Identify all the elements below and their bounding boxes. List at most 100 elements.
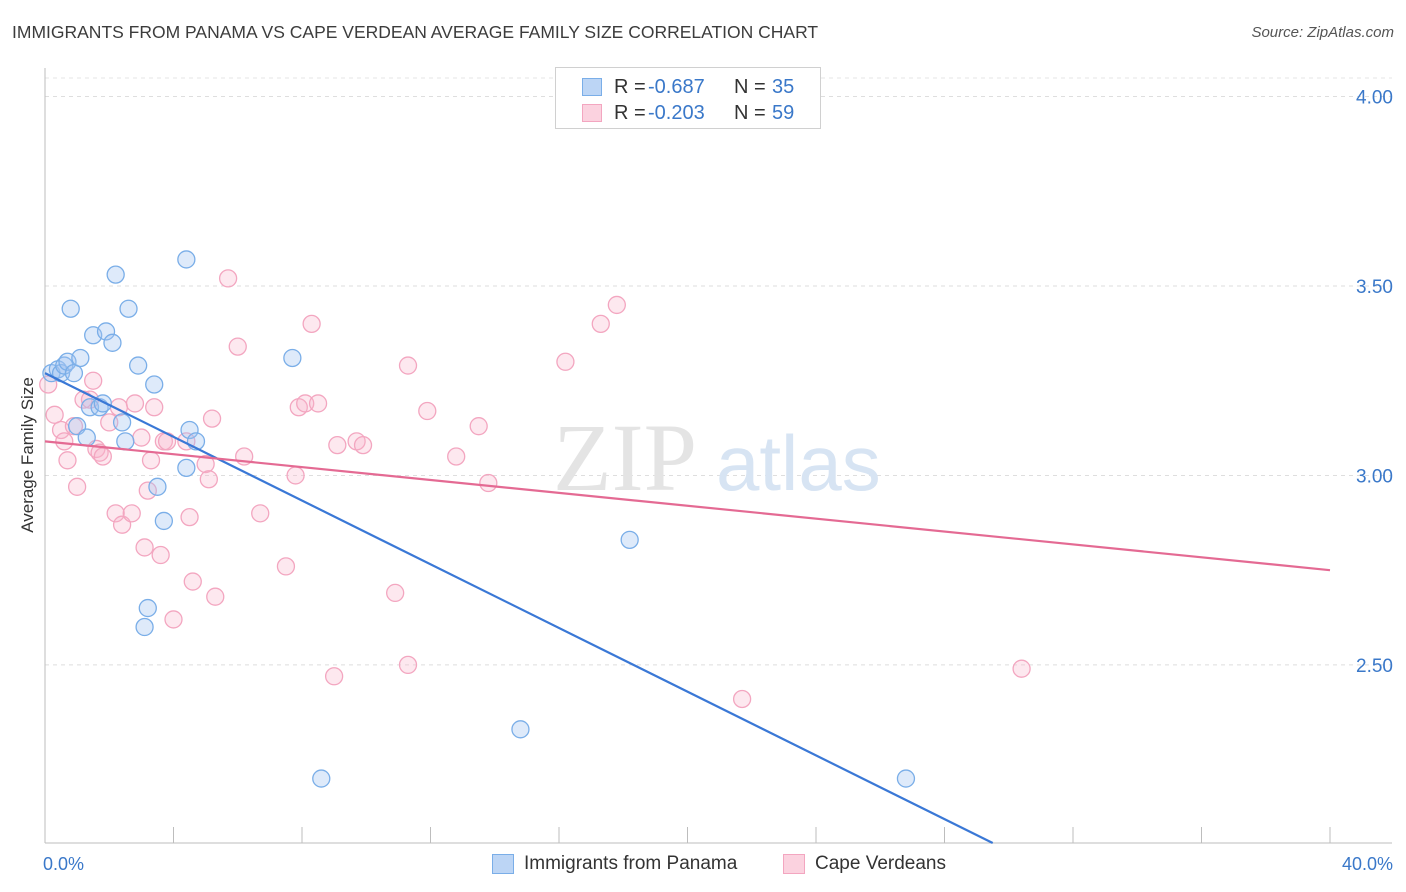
- panama-point: [106, 265, 125, 284]
- panama-legend-swatch: [492, 854, 514, 874]
- cape-verdean-point: [296, 394, 315, 413]
- cape-verdean-point: [607, 295, 626, 315]
- panama-point: [61, 299, 80, 318]
- tick-labels: 2.50 3.00 3.50 4.00 0.0% 40.0%: [43, 88, 1393, 874]
- cape-verdean-point: [125, 394, 145, 413]
- y-axis-label: Average Family Size: [18, 377, 37, 533]
- cape-verdean-point: [228, 337, 247, 356]
- cape-verdean-point: [218, 269, 238, 288]
- cape-verdean-point: [447, 447, 466, 466]
- cape-verdean-point: [84, 371, 103, 390]
- panama-point: [154, 511, 174, 531]
- cape-verdean-point: [418, 401, 437, 421]
- panama-point: [148, 477, 167, 496]
- cape-verdeans-swatch: [582, 104, 602, 122]
- cape-verdean-point: [122, 504, 141, 523]
- watermark-atlas: atlas: [716, 419, 881, 507]
- cape-verdean-trend-line: [44, 440, 1331, 572]
- cape-verdean-point: [591, 314, 610, 334]
- cape-verdean-point: [164, 610, 183, 629]
- cape-verdean-point: [141, 451, 161, 470]
- cape-verdean-point: [328, 435, 347, 455]
- source-label: Source: ZipAtlas.com: [1251, 24, 1394, 41]
- cape-verdean-point: [398, 655, 418, 675]
- panama-point: [129, 356, 148, 375]
- cape-verdean-point: [276, 557, 296, 576]
- panama-point: [112, 413, 132, 432]
- y-tick-label: 3.00: [1356, 466, 1393, 487]
- legend-row-panama: R = -0.687 N = 35: [556, 74, 820, 100]
- panama-point: [312, 769, 331, 788]
- cape-verdean-point: [180, 507, 199, 527]
- panama-point: [283, 348, 302, 368]
- panama-point: [620, 530, 639, 550]
- chart-title: IMMIGRANTS FROM PANAMA VS CAPE VERDEAN A…: [12, 22, 819, 42]
- panama-legend-label: Immigrants from Panama: [524, 853, 738, 874]
- cape-verdean-point: [39, 375, 58, 394]
- watermark: ZIP atlas: [553, 404, 881, 511]
- cape-verdean-point: [556, 352, 575, 371]
- panama-point: [138, 598, 157, 618]
- x-tick-label: 40.0%: [1342, 854, 1393, 874]
- cape-verdean-point: [302, 314, 321, 334]
- cape-verdean-point: [732, 689, 752, 709]
- legend-n-value: 35: [772, 76, 795, 98]
- panama-point: [119, 299, 138, 318]
- panama-point: [896, 769, 916, 788]
- cape-verdean-point: [132, 428, 151, 447]
- series-panama: [42, 250, 916, 788]
- x-tick-label: 0.0%: [43, 854, 84, 874]
- cape-verdean-point: [324, 667, 344, 686]
- legend-row-cape-verdeans: R = -0.203 N = 59: [556, 100, 820, 126]
- cape-verdean-point: [151, 545, 170, 565]
- watermark-zip: ZIP: [553, 404, 697, 511]
- cape-verdean-point: [206, 587, 225, 606]
- series-legend: Immigrants from Panama Cape Verdeans: [0, 851, 1406, 879]
- cape-verdean-point: [469, 417, 488, 436]
- panama-point: [71, 348, 90, 368]
- cape-verdean-point: [398, 356, 418, 375]
- legend-r-value: -0.203: [648, 102, 705, 124]
- cape-verdean-point: [183, 572, 202, 591]
- panama-point: [64, 363, 84, 383]
- cape-verdean-point: [55, 432, 74, 451]
- cape-verdean-point: [479, 473, 498, 493]
- panama-point: [177, 250, 196, 269]
- panama-point: [77, 428, 96, 447]
- cape-verdean-point: [58, 451, 77, 470]
- cape-verdean-point: [286, 466, 305, 485]
- cape-verdean-point: [386, 583, 405, 603]
- legend-r-value: -0.687: [648, 76, 705, 98]
- trend-lines: [44, 372, 1331, 844]
- legend-n-label: N =: [734, 102, 766, 124]
- cape-verdean-point: [45, 405, 64, 424]
- cape-verdean-point: [67, 477, 87, 496]
- cape-verdean-point: [100, 413, 119, 432]
- cape-verdean-point: [308, 394, 328, 413]
- cape-verdean-point: [145, 398, 164, 417]
- cape-verdean-point: [199, 470, 218, 489]
- panama-point: [96, 322, 116, 341]
- cape-verdean-point: [251, 504, 270, 523]
- cape-verdeans-legend-swatch: [783, 854, 805, 874]
- panama-point: [103, 333, 122, 352]
- cape-verdean-point: [353, 435, 373, 455]
- legend-r-label: R =: [614, 102, 646, 124]
- panama-point: [145, 375, 164, 394]
- legend-n-value: 59: [772, 102, 795, 124]
- cape-verdeans-legend-label: Cape Verdeans: [815, 853, 946, 874]
- panama-point: [511, 720, 530, 739]
- cape-verdean-point: [202, 409, 222, 428]
- correlation-legend: R = -0.687 N = 35 R = -0.203 N = 59: [555, 67, 821, 129]
- cape-verdean-point: [138, 481, 157, 500]
- cape-verdean-point: [106, 504, 125, 523]
- panama-swatch: [582, 78, 602, 96]
- cape-verdean-point: [196, 454, 215, 474]
- panama-point: [93, 394, 112, 413]
- grid-lines: [45, 77, 1392, 666]
- cape-verdean-point: [93, 447, 112, 466]
- series-cape-verdeans: [39, 269, 1031, 709]
- cape-verdean-point: [1012, 659, 1031, 678]
- panama-point: [177, 458, 196, 478]
